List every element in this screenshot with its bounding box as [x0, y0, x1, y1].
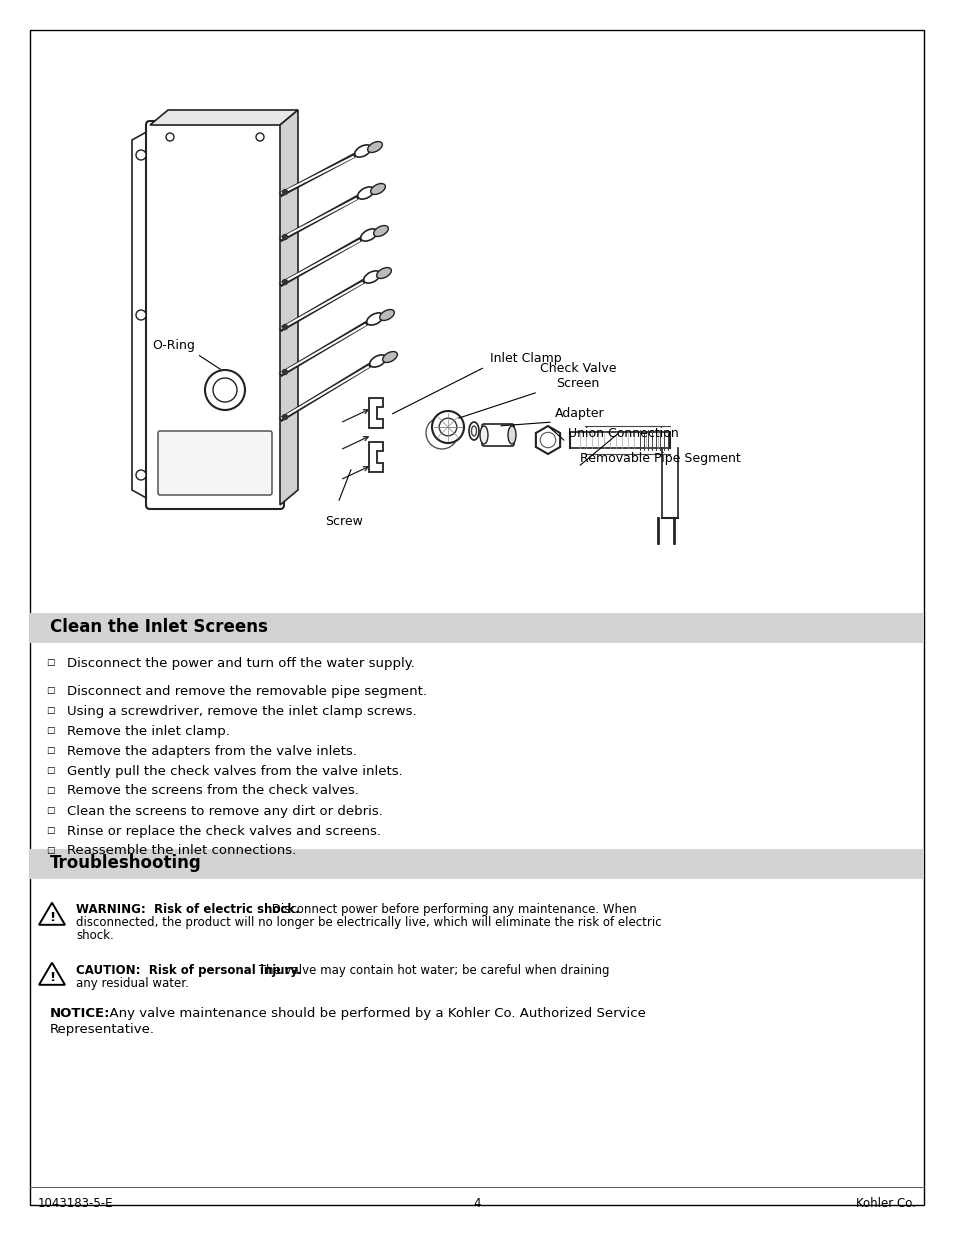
Ellipse shape	[507, 426, 516, 445]
Circle shape	[136, 310, 146, 320]
Circle shape	[438, 419, 456, 436]
Circle shape	[255, 133, 264, 141]
Text: Any valve maintenance should be performed by a Kohler Co. Authorized Service: Any valve maintenance should be performe…	[101, 1007, 645, 1020]
Text: □: □	[46, 706, 54, 715]
Circle shape	[282, 235, 287, 240]
Polygon shape	[280, 110, 297, 505]
Text: Disconnect the power and turn off the water supply.: Disconnect the power and turn off the wa…	[67, 657, 415, 669]
Text: □: □	[46, 767, 54, 776]
Text: Inlet Clamp: Inlet Clamp	[490, 352, 561, 366]
Text: O-Ring: O-Ring	[152, 338, 194, 352]
Circle shape	[282, 189, 287, 194]
Text: Check Valve
Screen: Check Valve Screen	[539, 362, 616, 390]
Polygon shape	[150, 110, 297, 125]
Ellipse shape	[469, 422, 478, 440]
Text: Rinse or replace the check valves and screens.: Rinse or replace the check valves and sc…	[67, 825, 380, 837]
Ellipse shape	[376, 268, 391, 278]
Text: □: □	[46, 787, 54, 795]
Circle shape	[282, 325, 287, 330]
Text: Disconnect power before performing any maintenance. When: Disconnect power before performing any m…	[268, 903, 636, 916]
Polygon shape	[39, 963, 65, 984]
Circle shape	[136, 471, 146, 480]
Text: NOTICE:: NOTICE:	[50, 1007, 111, 1020]
Ellipse shape	[471, 426, 476, 436]
Ellipse shape	[374, 226, 388, 236]
Text: □: □	[46, 746, 54, 756]
FancyBboxPatch shape	[158, 431, 272, 495]
Text: Clean the Inlet Screens: Clean the Inlet Screens	[50, 618, 268, 636]
Text: CAUTION:  Risk of personal injury.: CAUTION: Risk of personal injury.	[76, 965, 301, 977]
Text: !: !	[49, 911, 55, 924]
Text: Using a screwdriver, remove the inlet clamp screws.: Using a screwdriver, remove the inlet cl…	[67, 704, 416, 718]
Ellipse shape	[367, 142, 382, 152]
FancyBboxPatch shape	[146, 121, 284, 509]
Ellipse shape	[366, 312, 383, 325]
Polygon shape	[369, 442, 383, 472]
Circle shape	[136, 149, 146, 161]
Bar	[30, 613, 923, 643]
Polygon shape	[536, 426, 559, 454]
Circle shape	[282, 415, 287, 420]
Text: Screw: Screw	[325, 515, 362, 529]
Ellipse shape	[479, 426, 488, 445]
Polygon shape	[369, 398, 383, 429]
Text: Remove the screens from the check valves.: Remove the screens from the check valves…	[67, 784, 358, 798]
Text: Kohler Co.: Kohler Co.	[855, 1197, 915, 1210]
Text: □: □	[46, 658, 54, 667]
Circle shape	[432, 411, 463, 443]
Polygon shape	[132, 130, 150, 500]
Text: □: □	[46, 826, 54, 836]
Text: Adapter: Adapter	[555, 408, 604, 420]
Text: Remove the adapters from the valve inlets.: Remove the adapters from the valve inlet…	[67, 745, 356, 757]
Circle shape	[213, 378, 236, 403]
Text: Gently pull the check valves from the valve inlets.: Gently pull the check valves from the va…	[67, 764, 402, 778]
Text: Clean the screens to remove any dirt or debris.: Clean the screens to remove any dirt or …	[67, 804, 382, 818]
Circle shape	[205, 370, 245, 410]
Text: 1043183-5-E: 1043183-5-E	[38, 1197, 113, 1210]
Text: Disconnect and remove the removable pipe segment.: Disconnect and remove the removable pipe…	[67, 684, 427, 698]
Circle shape	[426, 417, 457, 450]
Text: Representative.: Representative.	[50, 1023, 154, 1036]
Text: 4: 4	[473, 1197, 480, 1210]
Text: shock.: shock.	[76, 929, 113, 942]
Text: Remove the inlet clamp.: Remove the inlet clamp.	[67, 725, 230, 737]
Circle shape	[166, 133, 173, 141]
Ellipse shape	[370, 184, 385, 194]
Ellipse shape	[363, 270, 380, 283]
Text: □: □	[46, 806, 54, 815]
Text: Reassemble the inlet connections.: Reassemble the inlet connections.	[67, 845, 296, 857]
Text: The valve may contain hot water; be careful when draining: The valve may contain hot water; be care…	[254, 965, 609, 977]
Text: □: □	[46, 726, 54, 736]
Text: !: !	[49, 971, 55, 984]
Text: Troubleshooting: Troubleshooting	[50, 853, 201, 872]
Ellipse shape	[382, 352, 397, 362]
FancyBboxPatch shape	[481, 424, 514, 446]
Circle shape	[539, 432, 555, 448]
Text: Union Connection: Union Connection	[567, 427, 678, 440]
Text: any residual water.: any residual water.	[76, 977, 189, 990]
Ellipse shape	[379, 310, 394, 320]
Text: Removable Pipe Segment: Removable Pipe Segment	[579, 452, 740, 466]
Circle shape	[282, 279, 287, 284]
Ellipse shape	[357, 186, 374, 199]
Text: □: □	[46, 687, 54, 695]
Bar	[30, 848, 923, 879]
Polygon shape	[39, 903, 65, 925]
Text: disconnected, the product will no longer be electrically live, which will elimin: disconnected, the product will no longer…	[76, 916, 661, 929]
Circle shape	[282, 369, 287, 374]
Ellipse shape	[360, 228, 376, 241]
Text: WARNING:  Risk of electric shock.: WARNING: Risk of electric shock.	[76, 903, 299, 916]
Ellipse shape	[355, 144, 371, 157]
Text: □: □	[46, 846, 54, 856]
Ellipse shape	[370, 354, 386, 367]
